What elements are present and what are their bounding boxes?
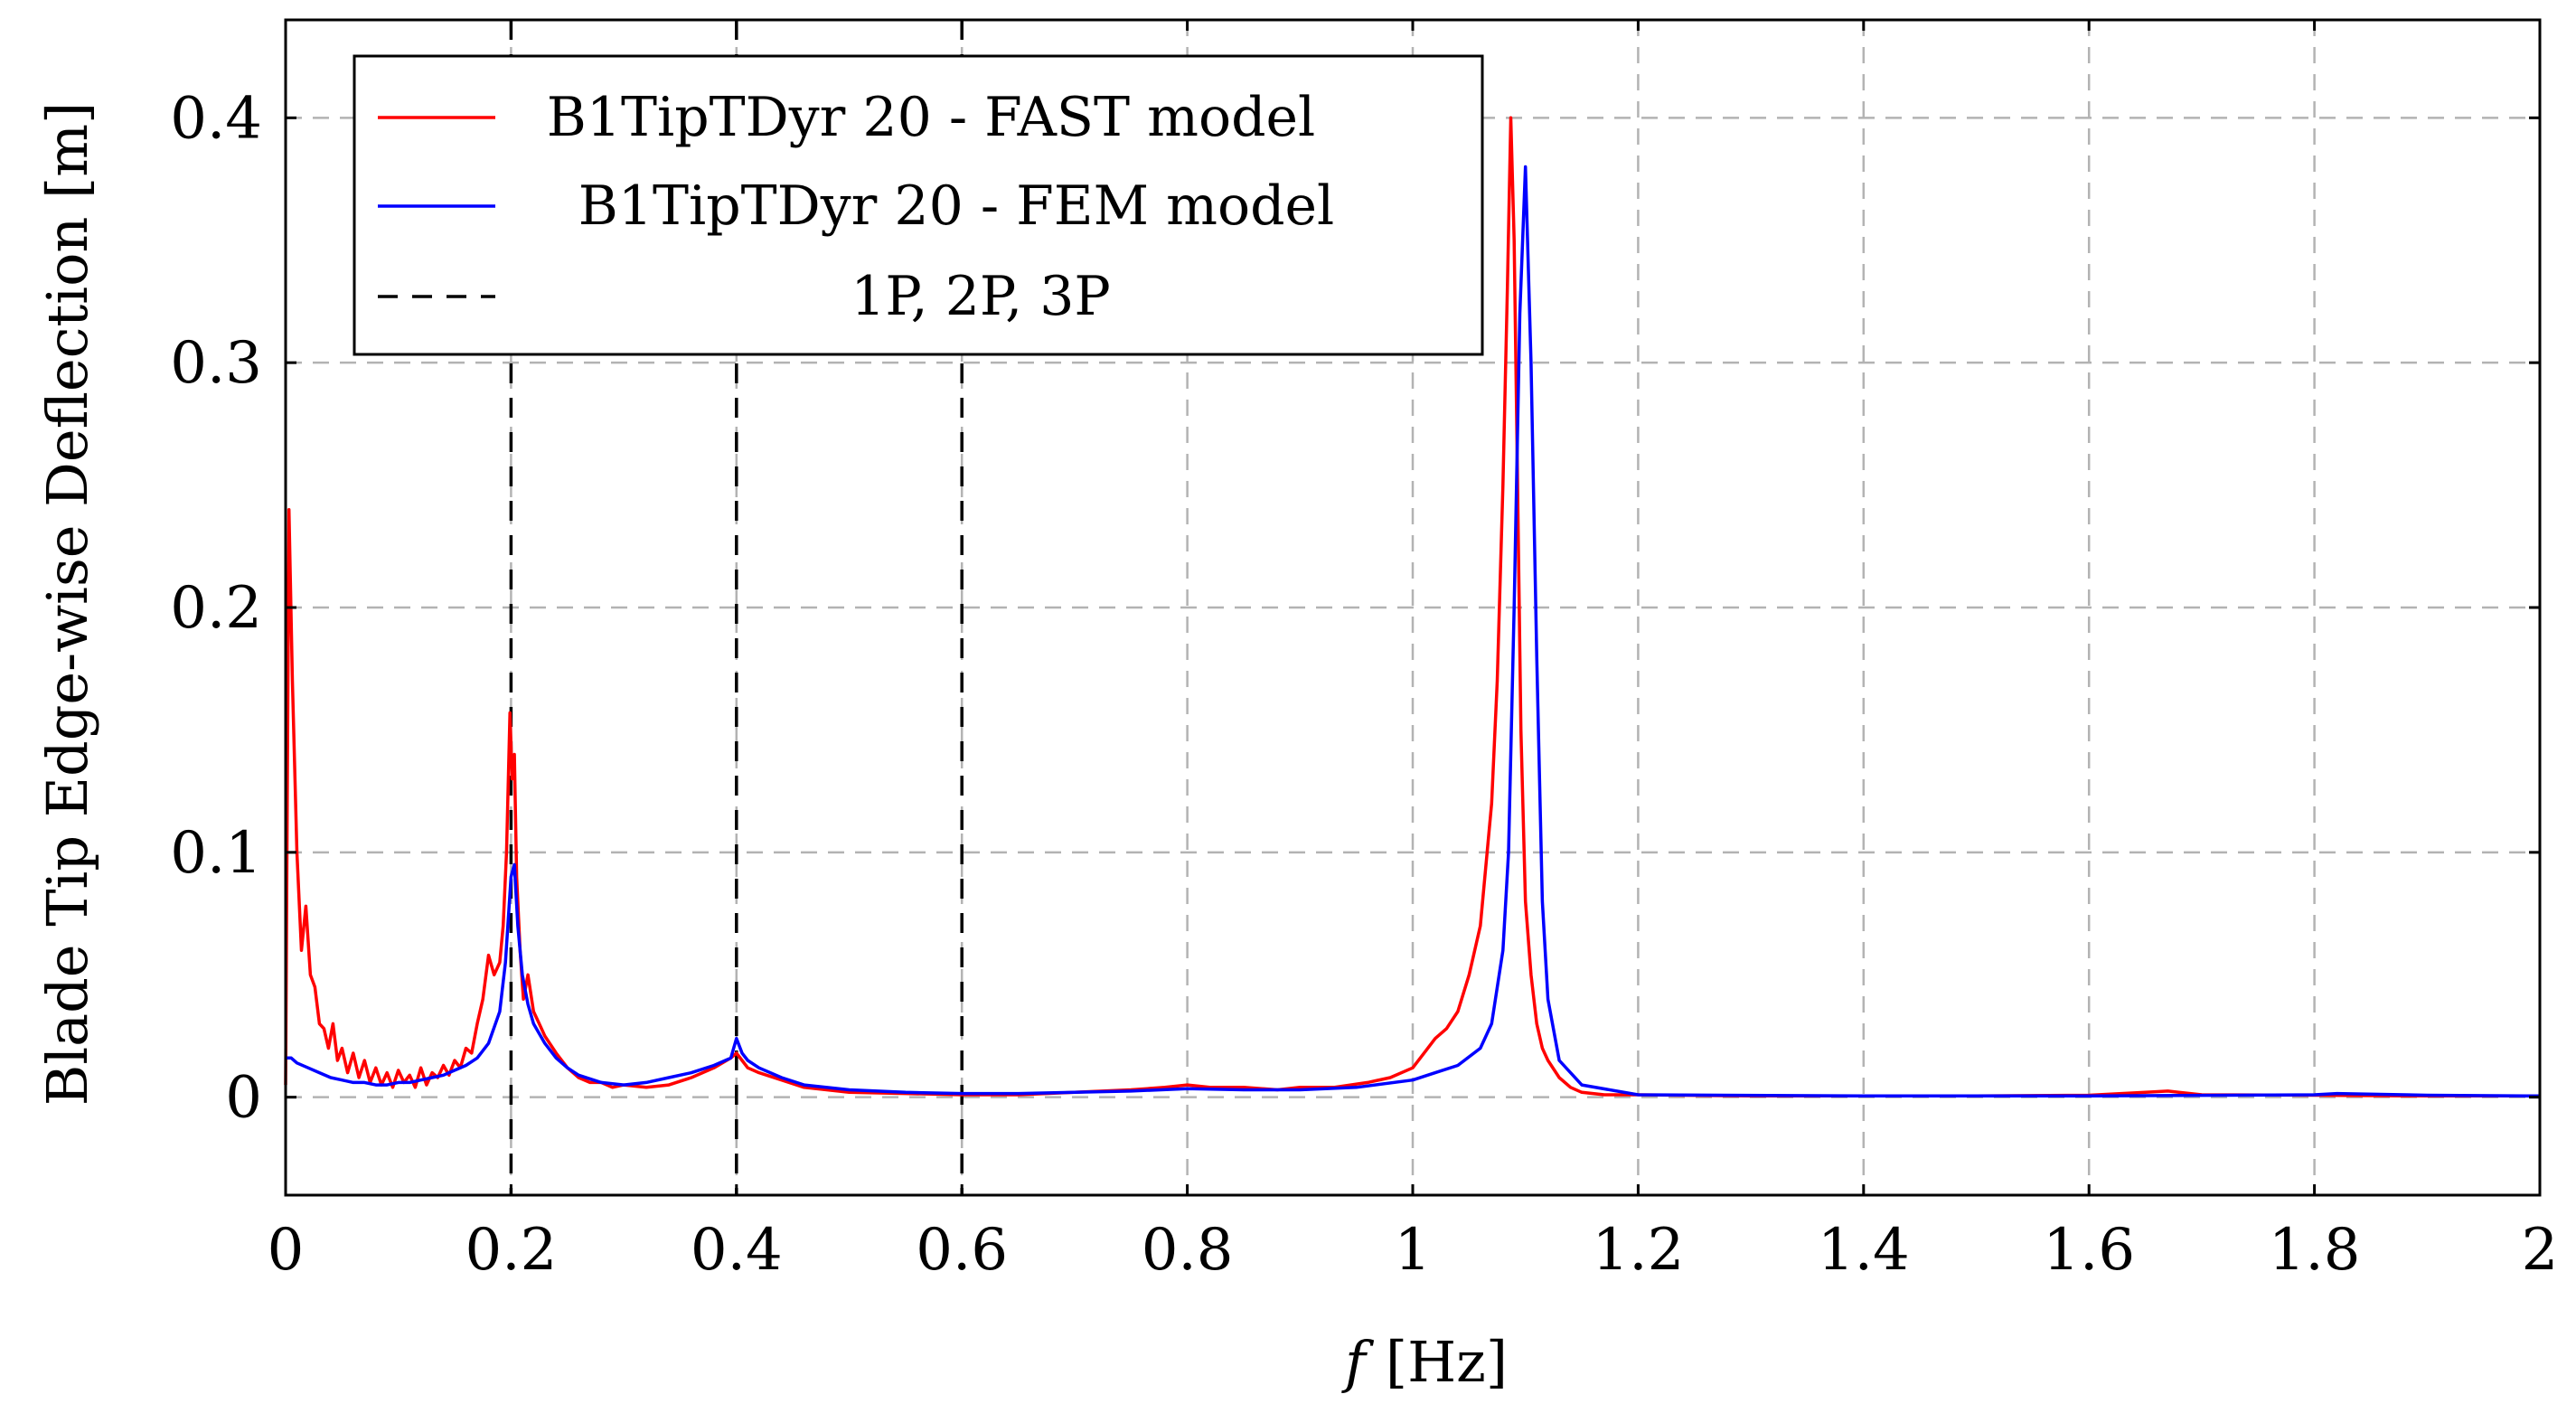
x-tick-label: 0.8 [1142, 1217, 1234, 1284]
x-axis-ticks: 0 0.2 0.4 0.6 0.8 1 1.2 1.4 1.6 1.8 2 [268, 20, 2559, 1284]
x-tick-label: 1.6 [2043, 1217, 2135, 1284]
series-line-fem [286, 165, 2541, 1098]
x-axis-title: f [Hz] [1341, 1329, 1508, 1395]
y-tick-label: 0.1 [170, 820, 262, 887]
x-tick-label: 1.4 [1818, 1217, 1910, 1284]
y-tick-label: 0.3 [170, 330, 262, 397]
legend-label-fast: B1TipTDyr 20 - FAST model [547, 86, 1316, 149]
y-axis-title: Blade Tip Edge-wise Deflection [m] [34, 102, 100, 1106]
y-tick-label: 0.2 [170, 575, 262, 642]
x-axis-unit: [Hz] [1386, 1329, 1508, 1395]
legend-label-fem: B1TipTDyr 20 - FEM model [578, 174, 1334, 238]
x-axis-var: f [1341, 1329, 1375, 1395]
series-lines [284, 116, 2541, 1098]
x-tick-label: 0.2 [465, 1217, 558, 1284]
y-axis-ticks: 0 0.1 0.2 0.3 0.4 [170, 85, 2540, 1132]
x-tick-label: 0 [268, 1217, 305, 1284]
legend-box [353, 54, 1484, 356]
y-tick-label: 0.4 [170, 85, 262, 152]
x-tick-label: 0.6 [916, 1217, 1008, 1284]
legend: B1TipTDyr 20 - FAST model B1TipTDyr 20 -… [353, 54, 1484, 356]
x-tick-label: 2 [2522, 1217, 2559, 1284]
x-tick-label: 0.4 [691, 1217, 783, 1284]
x-tick-label: 1.8 [2269, 1217, 2361, 1284]
harmonic-lines [509, 20, 964, 1195]
legend-label-harmonics: 1P, 2P, 3P [851, 265, 1111, 328]
series-line-fast [284, 116, 2540, 1098]
x-tick-label: 1 [1395, 1217, 1432, 1284]
y-tick-label: 0 [225, 1065, 262, 1132]
x-tick-label: 1.2 [1593, 1217, 1685, 1284]
